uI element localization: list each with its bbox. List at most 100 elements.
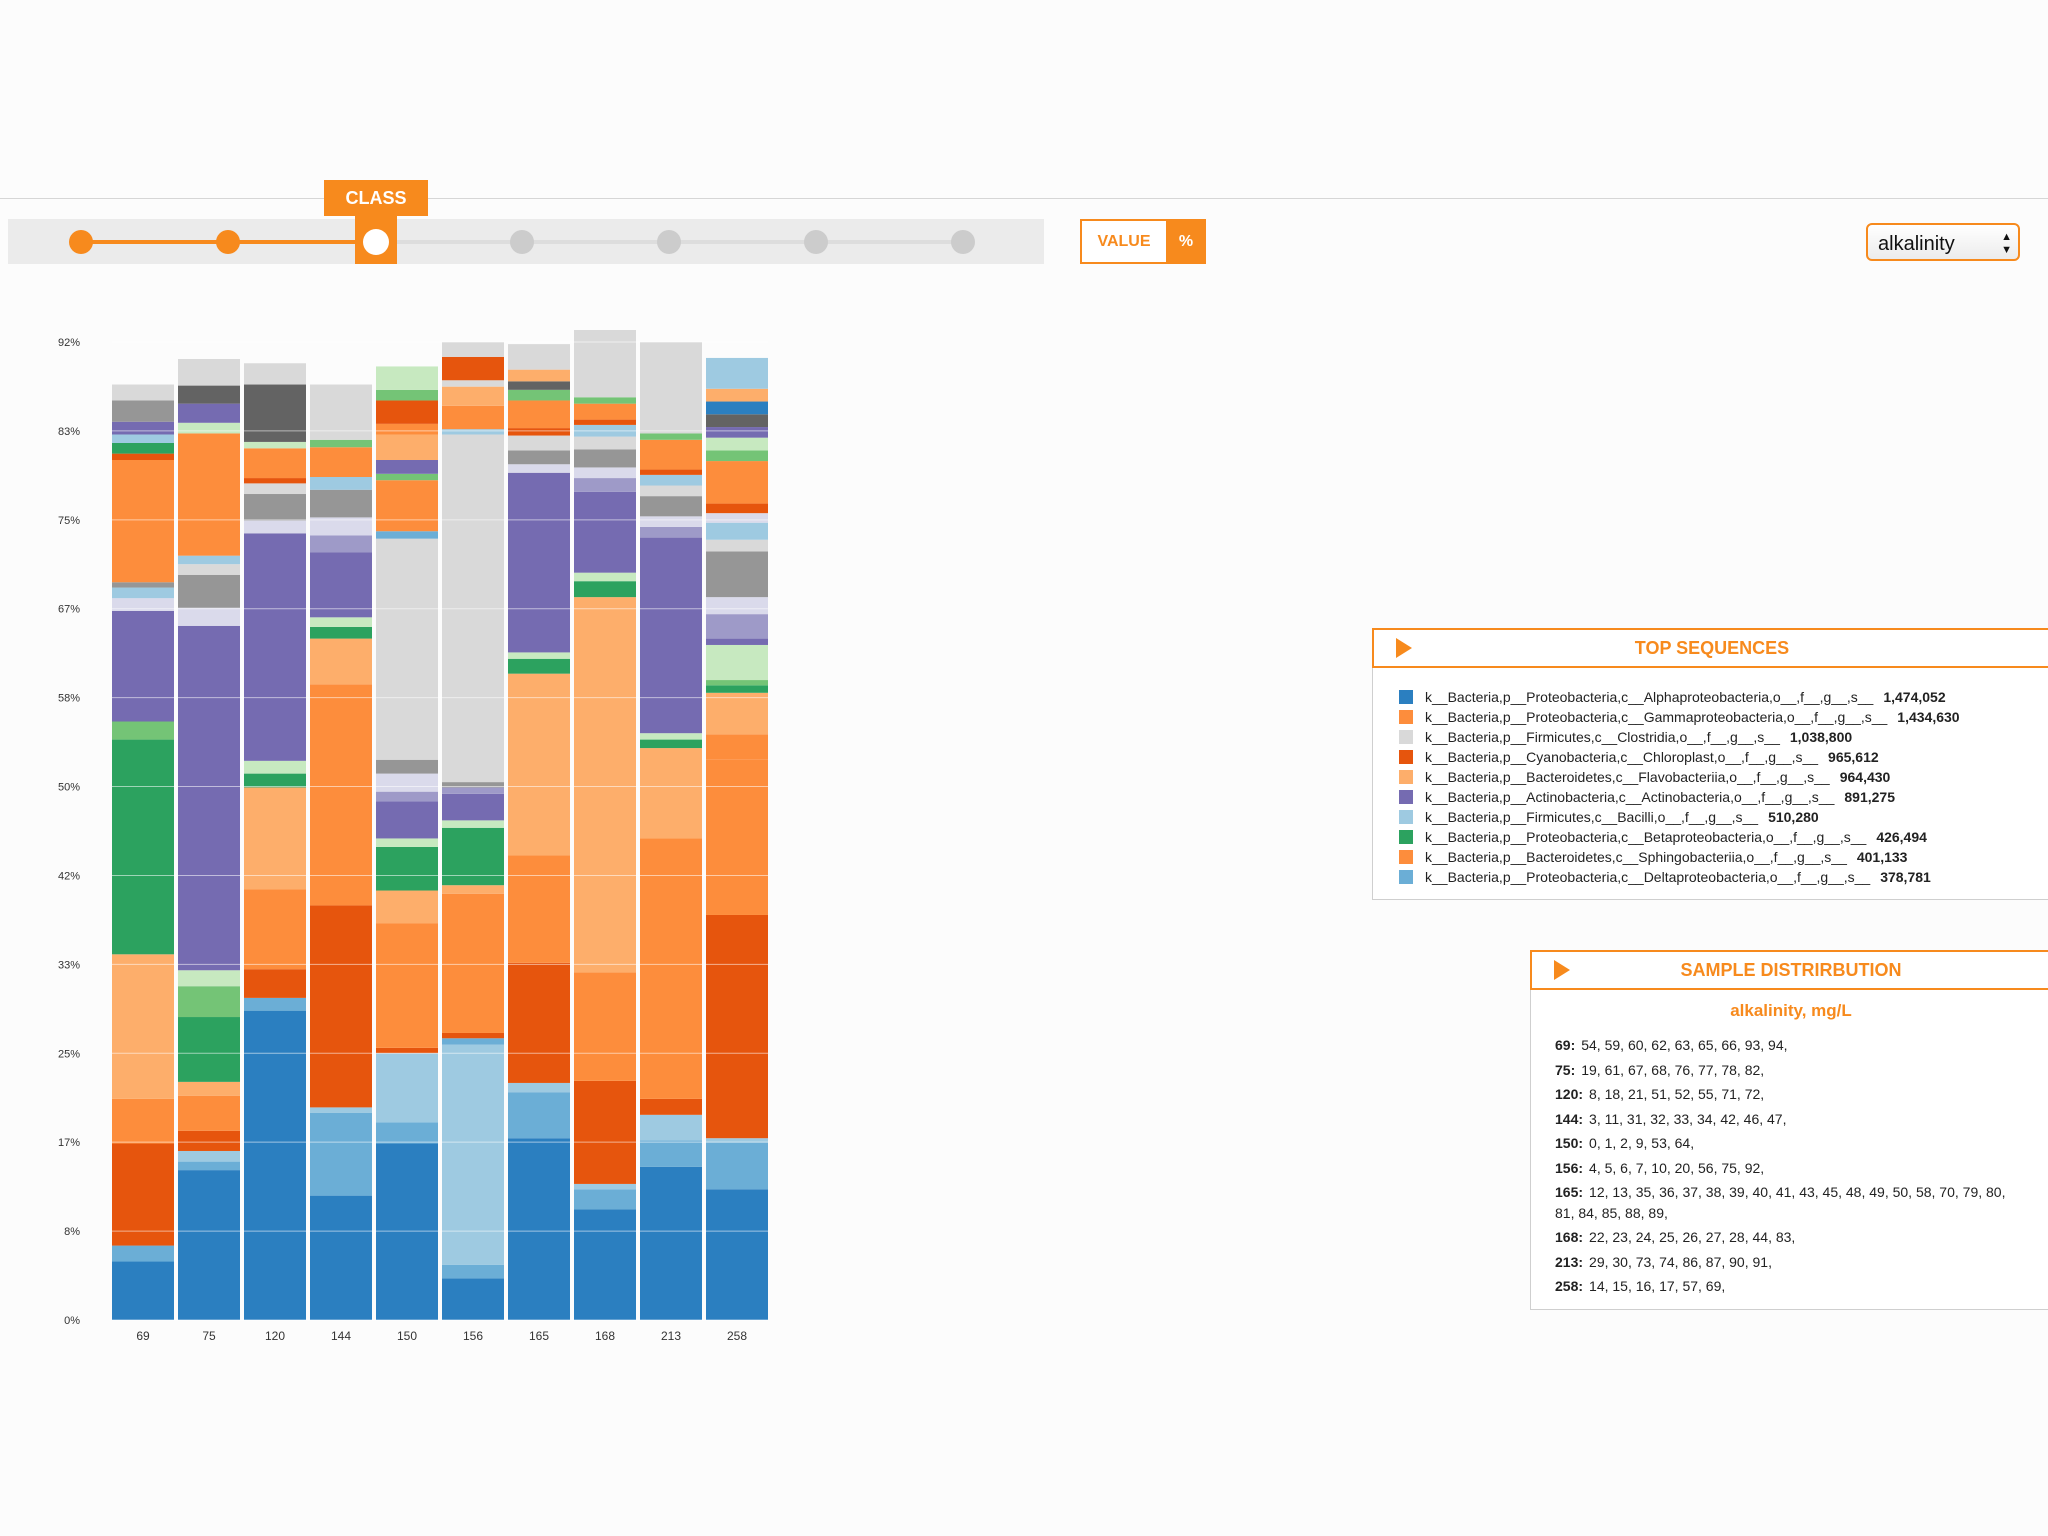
y-tick-label: 17% (58, 1137, 80, 1149)
slider-level-dot[interactable] (657, 230, 681, 254)
expand-triangle-icon[interactable] (1554, 960, 1570, 980)
bar-segment (178, 1095, 240, 1131)
expand-triangle-icon[interactable] (1396, 638, 1412, 658)
bar-segment (376, 846, 438, 891)
bar-segment (178, 1017, 240, 1082)
sample-distribution-header[interactable]: SAMPLE DISTRIRBUTION (1530, 950, 2048, 990)
top-sequences-header[interactable]: TOP SEQUENCES (1372, 628, 2048, 668)
y-tick-label: 50% (58, 782, 80, 794)
legend-item[interactable]: k__Bacteria,p__Cyanobacteria,c__Chloropl… (1399, 747, 1879, 767)
legend-item[interactable]: k__Bacteria,p__Bacteroidetes,c__Flavobac… (1399, 767, 1890, 787)
slider-level-dot[interactable] (69, 230, 93, 254)
bar-segment (640, 526, 702, 538)
distribution-key: 144: (1555, 1110, 1584, 1127)
legend-item[interactable]: k__Bacteria,p__Proteobacteria,c__Gammapr… (1399, 707, 1960, 727)
bar-segment (508, 472, 570, 653)
bar-segment (508, 652, 570, 659)
distribution-row: 150: 0, 1, 2, 9, 53, 64, (1555, 1133, 2015, 1154)
bar-segment (640, 537, 702, 734)
y-tick-label: 25% (58, 1048, 80, 1060)
bar-segment (112, 1098, 174, 1144)
bar-segment (640, 516, 702, 527)
bar-segment (508, 428, 570, 436)
slider-level-dot[interactable] (951, 230, 975, 254)
metadata-select[interactable]: alkalinity ▲ ▼ (1866, 223, 2020, 261)
legend-item[interactable]: k__Bacteria,p__Firmicutes,c__Clostridia,… (1399, 727, 1852, 747)
distribution-row: 75: 19, 61, 67, 68, 76, 77, 78, 82, (1555, 1060, 2015, 1081)
legend-item[interactable]: k__Bacteria,p__Firmicutes,c__Bacilli,o__… (1399, 807, 1819, 827)
y-tick-label: 58% (58, 693, 80, 705)
percent-toggle-button[interactable]: % (1166, 219, 1206, 264)
bar-segment (442, 787, 504, 794)
legend-swatch (1399, 770, 1413, 785)
bar-segment (442, 793, 504, 821)
bar-segment (178, 607, 240, 626)
bar-segment (376, 773, 438, 792)
legend-item[interactable]: k__Bacteria,p__Proteobacteria,c__Betapro… (1399, 827, 1927, 847)
bar-segment (178, 359, 240, 386)
bar-segment (244, 773, 306, 788)
bar-segment (640, 748, 702, 839)
bar-segment (244, 969, 306, 998)
legend-count: 1,434,630 (1897, 709, 1960, 725)
bar-segment (244, 494, 306, 521)
bar-segment (442, 885, 504, 894)
bar-segment (640, 342, 702, 434)
bar-segment (310, 384, 372, 440)
slider-level-dot[interactable] (216, 230, 240, 254)
distribution-values: 3, 11, 31, 32, 33, 34, 42, 46, 47, (1589, 1110, 1787, 1127)
bar-segment (310, 905, 372, 1108)
bar-segment (640, 1166, 702, 1320)
bar-segment (706, 357, 768, 389)
distribution-key: 69: (1555, 1037, 1576, 1053)
legend-count: 426,494 (1876, 829, 1927, 845)
legend-item[interactable]: k__Bacteria,p__Bacteroidetes,c__Sphingob… (1399, 847, 1907, 867)
class-slider-knob[interactable] (363, 229, 389, 255)
y-tick-label: 75% (58, 515, 80, 527)
value-toggle-button[interactable]: VALUE (1080, 219, 1168, 264)
bar-segment (574, 436, 636, 450)
legend-swatch (1399, 730, 1413, 745)
bar-segment (574, 1189, 636, 1210)
bar-segment (112, 453, 174, 460)
bar-segment (178, 574, 240, 608)
distribution-row: 144: 3, 11, 31, 32, 33, 34, 42, 46, 47, (1555, 1109, 2015, 1130)
bar-segment (244, 448, 306, 479)
bar-segment (574, 1183, 636, 1190)
bar-segment (376, 400, 438, 424)
legend-swatch (1399, 790, 1413, 805)
bar-segment (112, 598, 174, 611)
bar-segment (112, 442, 174, 454)
bar-segment (508, 400, 570, 429)
bar-segment (574, 597, 636, 973)
bar-segment (178, 555, 240, 565)
slider-level-dot[interactable] (804, 230, 828, 254)
bar-segment (706, 759, 768, 915)
x-tick-label: 168 (595, 1329, 615, 1343)
x-tick-label: 120 (265, 1329, 285, 1343)
distribution-key: 75: (1555, 1061, 1576, 1078)
bar-segment (574, 1209, 636, 1320)
bar-segment (640, 733, 702, 740)
legend-count: 401,133 (1856, 849, 1908, 865)
bar-segment (112, 1245, 174, 1262)
class-level-label[interactable]: CLASS (324, 180, 428, 216)
legend-item[interactable]: k__Bacteria,p__Proteobacteria,c__Alphapr… (1399, 687, 1946, 707)
legend-item[interactable]: k__Bacteria,p__Proteobacteria,c__Deltapr… (1399, 867, 1931, 887)
bar-segment (178, 1170, 240, 1320)
bar-segment (508, 855, 570, 963)
bar-segment (706, 450, 768, 462)
bar-segment (244, 787, 306, 890)
legend-swatch (1399, 810, 1413, 825)
legend-item[interactable]: k__Bacteria,p__Actinobacteria,c__Actinob… (1399, 787, 1895, 807)
legend-swatch (1399, 710, 1413, 725)
distribution-values: 14, 15, 16, 17, 57, 69, (1589, 1278, 1726, 1294)
bar-segment (574, 449, 636, 468)
legend-label: k__Bacteria,p__Proteobacteria,c__Deltapr… (1425, 869, 1871, 885)
bar-segment (706, 461, 768, 504)
legend-swatch (1399, 690, 1413, 705)
bar-segment (508, 389, 570, 401)
bar-segment (706, 680, 768, 686)
bar-segment (112, 954, 174, 1099)
slider-level-dot[interactable] (510, 230, 534, 254)
